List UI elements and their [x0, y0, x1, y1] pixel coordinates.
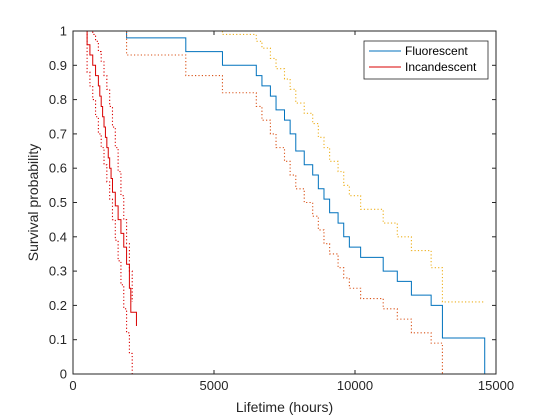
y-tick-label: 0.8 — [49, 92, 67, 107]
y-tick-label: 0.9 — [49, 58, 67, 73]
y-tick-label: 0.5 — [49, 195, 67, 210]
confidence-bound-4-series-line — [73, 30, 133, 302]
confidence-bound-2-series-line — [73, 30, 485, 303]
y-tick-label: 0.4 — [49, 229, 67, 244]
y-tick-label: 1 — [60, 24, 67, 39]
x-tick-label: 10000 — [337, 378, 373, 393]
legend: Fluorescent Incandescent — [363, 40, 489, 80]
confidence-bound-5-series-line — [73, 30, 133, 374]
series-layer — [73, 30, 486, 374]
x-axis-label: Lifetime (hours) — [236, 399, 333, 415]
incandescent-series-line — [73, 30, 137, 326]
fluorescent-series-line — [73, 30, 486, 374]
x-tick-label: 5000 — [200, 378, 229, 393]
x-tick-label: 15000 — [478, 378, 514, 393]
legend-entry-incandescent: Incandescent — [405, 60, 477, 74]
x-tick-label: 0 — [69, 378, 76, 393]
y-tick-label: 0 — [60, 367, 67, 382]
plot-area — [73, 31, 496, 374]
y-tick-label: 0.6 — [49, 161, 67, 176]
y-tick-label: 0.3 — [49, 264, 67, 279]
y-tick-label: 0.7 — [49, 126, 67, 141]
y-axis-label: Survival probability — [25, 144, 41, 262]
y-tick-label: 0.2 — [49, 298, 67, 313]
axes-layer: 0 5000 10000 15000 0 0.1 0.2 0.3 0.4 0.5 0.6 0.7 0.8… — [49, 24, 514, 394]
legend-entry-fluorescent: Fluorescent — [405, 44, 468, 58]
legend-box — [363, 40, 489, 80]
plot-background — [73, 31, 496, 374]
y-tick-label: 0.1 — [49, 332, 67, 347]
